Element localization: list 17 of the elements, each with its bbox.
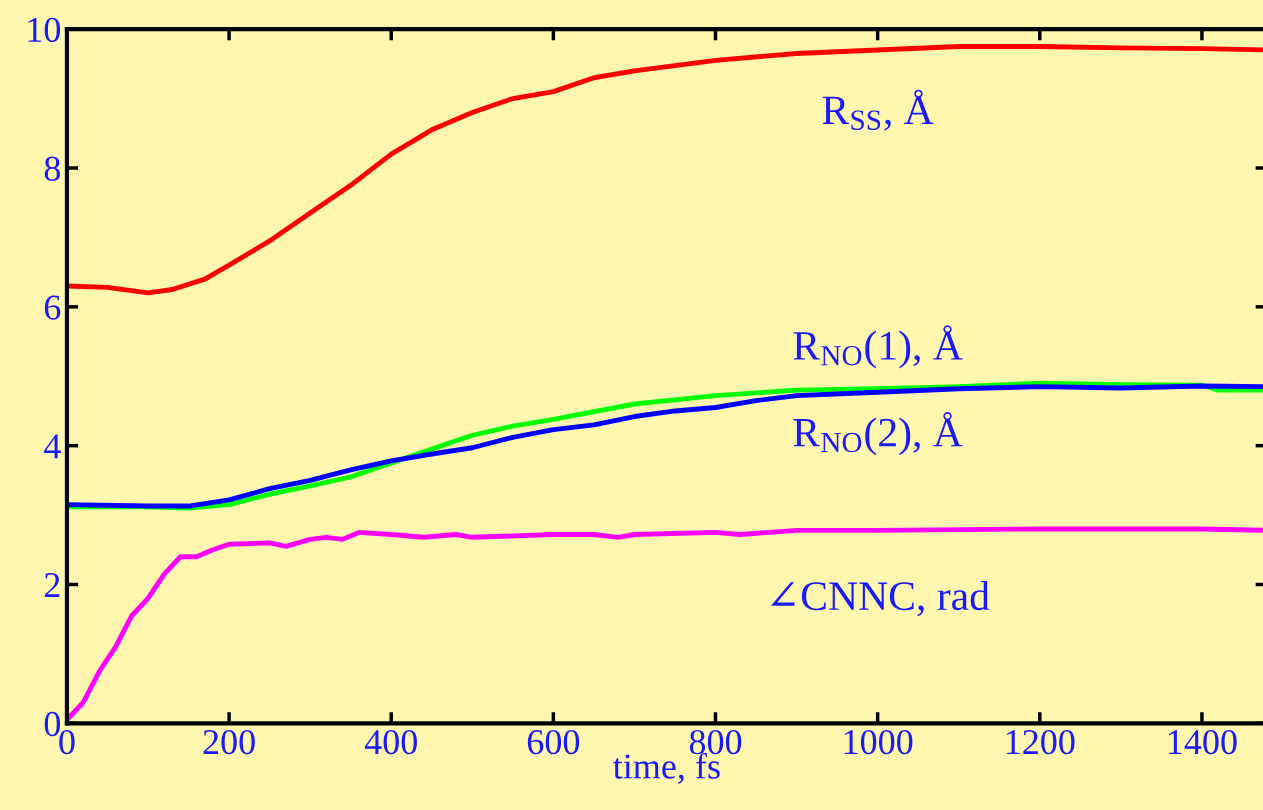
x-tick-label: 400: [364, 729, 417, 755]
y-tick-label: 6: [44, 295, 61, 320]
series-label: R$_{SS}$, Å: [822, 89, 934, 131]
series-label: R$_{NO}$(2), Å: [793, 412, 963, 456]
y-tick-label: 10: [28, 17, 61, 43]
x-tick-label: 200: [203, 729, 255, 755]
y-tick-label: 8: [44, 156, 61, 181]
series-label: R$_{NO}$(1), Å: [793, 325, 963, 369]
x-tick-label: 800: [689, 729, 742, 755]
x-tick-label: 1200: [1006, 729, 1075, 755]
x-tick-label: 600: [527, 729, 580, 755]
x-tick-label: 1400: [1169, 729, 1237, 755]
y-tick-label: 0: [44, 711, 61, 737]
x-tick-label: 1000: [844, 729, 913, 755]
y-tick-label: 2: [44, 573, 60, 598]
y-tick-label: 4: [44, 434, 61, 459]
series-label: ∠CNNC, rad: [771, 580, 990, 617]
